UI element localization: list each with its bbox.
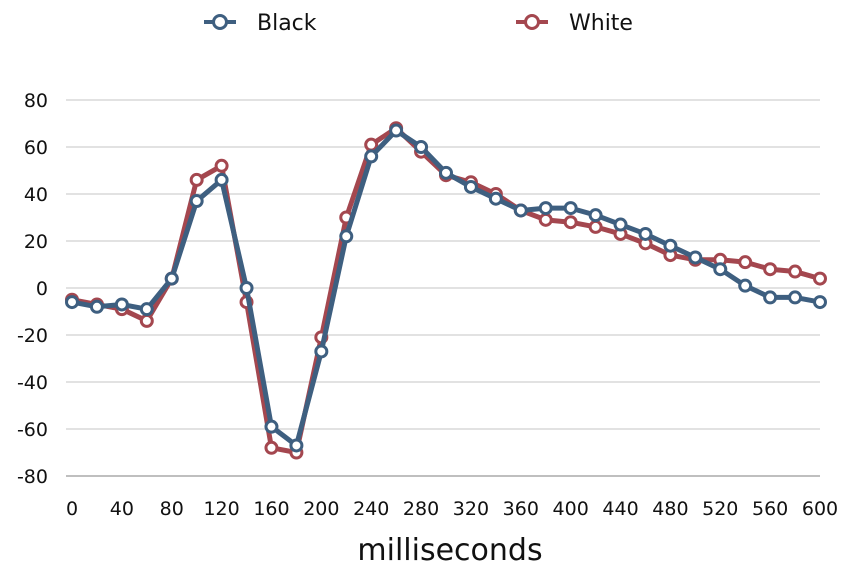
data-point	[239, 281, 254, 295]
data-point	[89, 299, 104, 314]
data-point	[339, 229, 354, 244]
x-tick-label: 600	[802, 498, 838, 520]
data-point	[538, 212, 553, 227]
data-point	[788, 264, 803, 279]
data-point	[688, 250, 703, 265]
data-point	[613, 217, 628, 232]
x-tick-label: 320	[453, 498, 489, 520]
data-point	[588, 208, 603, 223]
data-point	[513, 203, 528, 218]
x-tick-label: 80	[160, 498, 184, 520]
y-tick-label: -20	[17, 325, 48, 347]
data-point	[638, 226, 653, 241]
data-point	[189, 172, 204, 187]
y-tick-label: 20	[24, 231, 48, 253]
data-point	[389, 123, 404, 138]
data-point	[713, 262, 728, 277]
x-tick-label: 400	[553, 498, 589, 520]
data-point	[763, 290, 778, 305]
x-tick-label: 160	[253, 498, 289, 520]
data-point	[264, 419, 279, 434]
y-tick-label: 40	[24, 184, 48, 206]
data-point	[738, 255, 753, 270]
series-layer	[65, 121, 827, 460]
y-tick-label: 60	[24, 137, 48, 159]
x-tick-label: 280	[403, 498, 439, 520]
data-point	[364, 137, 379, 152]
data-point	[663, 238, 678, 253]
x-tick-label: 40	[110, 498, 134, 520]
data-point	[139, 313, 154, 328]
data-point	[264, 440, 279, 455]
x-tick-label: 440	[602, 498, 638, 520]
data-point	[65, 295, 79, 310]
x-tick-label: 360	[503, 498, 539, 520]
legend-item-white: White	[516, 11, 633, 36]
data-point	[488, 191, 503, 206]
legend-swatch-marker	[524, 14, 540, 30]
data-point	[763, 262, 778, 277]
legend-item-black: Black	[204, 11, 317, 36]
legend-label: Black	[257, 11, 317, 36]
data-point	[439, 165, 453, 180]
data-point	[563, 201, 578, 216]
data-point	[813, 295, 827, 310]
y-tick-label: -40	[17, 372, 48, 394]
y-tick-label: 80	[24, 90, 48, 112]
x-axis-title: milliseconds	[357, 533, 542, 564]
data-point	[563, 215, 578, 230]
y-tick-label: -60	[17, 419, 48, 441]
x-tick-label: 480	[652, 498, 688, 520]
x-tick-label: 120	[203, 498, 239, 520]
data-point	[364, 149, 379, 164]
data-point	[189, 194, 204, 209]
y-tick-label: 0	[36, 278, 48, 300]
data-point	[114, 297, 129, 312]
data-point	[414, 140, 429, 154]
data-point	[314, 344, 329, 359]
x-axis-ticks: 0 40 80 120 160 200 240 280 320 360 400 440 480 520 56…	[66, 498, 838, 520]
data-point	[214, 172, 229, 187]
legend: Black White	[204, 11, 633, 36]
data-point	[214, 158, 229, 173]
data-point	[738, 278, 753, 293]
x-tick-label: 240	[353, 498, 389, 520]
y-tick-label: -80	[17, 466, 48, 488]
data-point	[538, 201, 553, 216]
gridlines	[66, 99, 820, 477]
legend-label: White	[569, 11, 633, 36]
data-point	[139, 302, 154, 317]
data-point	[588, 219, 603, 234]
x-tick-label: 200	[303, 498, 339, 520]
data-point	[164, 271, 179, 286]
series-black	[65, 123, 827, 453]
data-point	[463, 179, 478, 194]
data-point	[813, 271, 827, 286]
x-tick-label: 520	[702, 498, 738, 520]
legend-swatch-marker	[212, 14, 228, 30]
data-point	[788, 290, 803, 305]
x-tick-label: 560	[752, 498, 788, 520]
y-axis-ticks: 80 60 40 20 0 -20 -40 -60 -80	[17, 90, 48, 488]
data-point	[289, 438, 304, 453]
x-tick-label: 0	[66, 498, 78, 520]
